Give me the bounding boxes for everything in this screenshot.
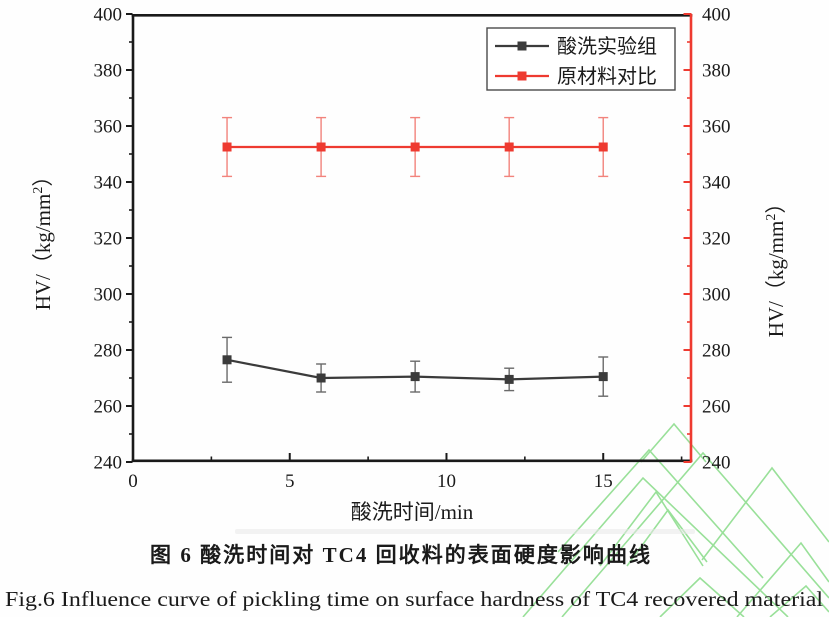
data-point-marker xyxy=(222,142,232,152)
series-0 xyxy=(222,336,609,397)
series-1 xyxy=(222,116,609,178)
y-tick-label-right: 320 xyxy=(702,229,731,250)
y-tick-label-left: 320 xyxy=(94,229,123,250)
y-tick-label-left: 380 xyxy=(94,61,123,82)
legend-sample-marker xyxy=(517,71,527,81)
y-tick-label-left: 260 xyxy=(94,397,123,418)
y-axis-title-left-text: HV/（kg/mm xyxy=(31,194,55,311)
y-tick-label-right: 260 xyxy=(702,397,731,418)
data-point-marker xyxy=(316,373,326,383)
y-axis-title-left: HV/（kg/mm2） xyxy=(31,166,55,311)
x-tick-label: 5 xyxy=(285,471,295,492)
y-tick-label-right: 340 xyxy=(702,173,731,194)
caption-chinese: 图 6 酸洗时间对 TC4 回收料的表面硬度影响曲线 xyxy=(150,543,650,567)
y-axis-title-right-sup: 2 xyxy=(764,214,779,221)
y-axis-title-right-close: ） xyxy=(764,193,788,214)
x-tick-label: 10 xyxy=(437,471,456,492)
axis-ticks: 240 240 260 260 280 280 300 300 320 320 340 340 360 3… xyxy=(94,5,731,493)
y-tick-label-right: 300 xyxy=(702,285,731,306)
y-tick-label-left: 360 xyxy=(94,117,123,138)
data-point-marker xyxy=(410,372,420,382)
data-point-marker xyxy=(316,142,326,152)
x-axis-title: 酸洗时间/min xyxy=(351,500,474,524)
y-tick-label-right: 280 xyxy=(702,341,731,362)
legend-label: 酸洗实验组 xyxy=(557,35,657,58)
y-tick-label-left: 400 xyxy=(94,5,123,26)
y-axis-title-right-text: HV/（kg/mm xyxy=(764,221,788,338)
legend-label: 原材料对比 xyxy=(557,65,657,88)
data-point-marker xyxy=(504,374,514,384)
y-tick-label-left: 280 xyxy=(94,341,123,362)
caption-english: Fig.6 Influence curve of pickling time o… xyxy=(5,587,823,611)
y-tick-label-right: 240 xyxy=(702,453,731,474)
legend-sample-marker xyxy=(517,41,527,51)
x-tick-label: 15 xyxy=(594,471,613,492)
data-point-marker xyxy=(598,142,608,152)
y-tick-label-left: 240 xyxy=(94,453,123,474)
y-tick-label-left: 300 xyxy=(94,285,123,306)
data-point-marker xyxy=(598,372,608,382)
y-axis-title-right: HV/（kg/mm2） xyxy=(764,193,788,338)
y-tick-label-right: 380 xyxy=(702,61,731,82)
y-axis-title-left-sup: 2 xyxy=(31,187,46,194)
data-point-marker xyxy=(222,355,232,365)
scan-artifact xyxy=(235,529,695,534)
y-tick-label-left: 340 xyxy=(94,173,123,194)
watermark-pattern xyxy=(522,422,829,617)
y-tick-label-right: 400 xyxy=(702,5,731,26)
y-axis-title-left-close: ） xyxy=(31,166,55,187)
y-tick-label-right: 360 xyxy=(702,117,731,138)
data-point-marker xyxy=(504,142,514,152)
data-point-marker xyxy=(410,142,420,152)
data-series xyxy=(222,116,609,397)
x-tick-label: 0 xyxy=(128,471,138,492)
